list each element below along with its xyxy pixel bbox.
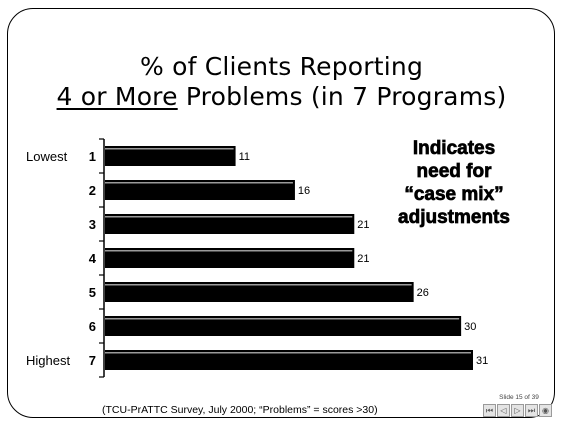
category-annotation: Lowest [26,149,68,164]
note-line: Indicates [412,138,496,160]
note-line: “case mix” [404,184,504,206]
slide-title: % of Clients Reporting 4 or More Problem… [0,52,563,112]
value-label: 31 [476,355,488,367]
bar [105,248,355,268]
bar-highlight [105,318,460,320]
category-label: 5 [89,285,96,300]
slide-navigation: ⏮ ◁ ▷ ⏭ ◉ [483,404,552,418]
category-label: 6 [89,319,96,334]
bar-highlight [105,250,353,252]
bar-highlight [105,284,412,286]
value-label: 11 [239,151,250,163]
slide-number: Slide 15 of 39 [499,394,539,401]
bar-highlight [105,352,471,354]
bar [105,214,355,234]
case-mix-note: Indicates need for “case mix” adjustments [380,137,528,229]
category-label: 1 [89,149,96,164]
sound-icon[interactable]: ◉ [539,404,552,417]
title-underlined-text: 4 or More [56,82,178,111]
title-line-1: % of Clients Reporting [139,52,424,81]
next-slide-icon[interactable]: ▷ [511,404,524,417]
bar [105,146,236,166]
last-slide-icon[interactable]: ⏭ [525,404,538,417]
value-label: 21 [357,219,369,231]
first-slide-icon[interactable]: ⏮ [483,404,496,417]
value-label: 16 [298,185,310,197]
category-label: 7 [89,353,96,368]
category-label: 3 [89,217,96,232]
value-label: 26 [417,287,429,299]
category-annotation: Highest [26,353,70,368]
bar [105,282,414,302]
previous-slide-icon[interactable]: ◁ [497,404,510,417]
title-line-2: 4 or More Problems (in 7 Programs) [0,82,563,112]
bar-highlight [105,148,234,150]
note-line: adjustments [398,207,511,229]
category-label: 4 [89,251,97,266]
bar [105,316,462,336]
bar-highlight [105,216,353,218]
title-rest-text: Problems (in 7 Programs) [177,82,507,111]
note-line: need for [416,161,492,183]
value-label: 21 [357,253,369,265]
category-label: 2 [89,183,96,198]
bar-highlight [105,182,293,184]
bar [105,180,295,200]
bar [105,350,473,370]
slide-frame [7,8,555,418]
source-note: (TCU-PrATTC Survey, July 2000; “Problems… [102,404,378,416]
value-label: 30 [464,321,476,333]
